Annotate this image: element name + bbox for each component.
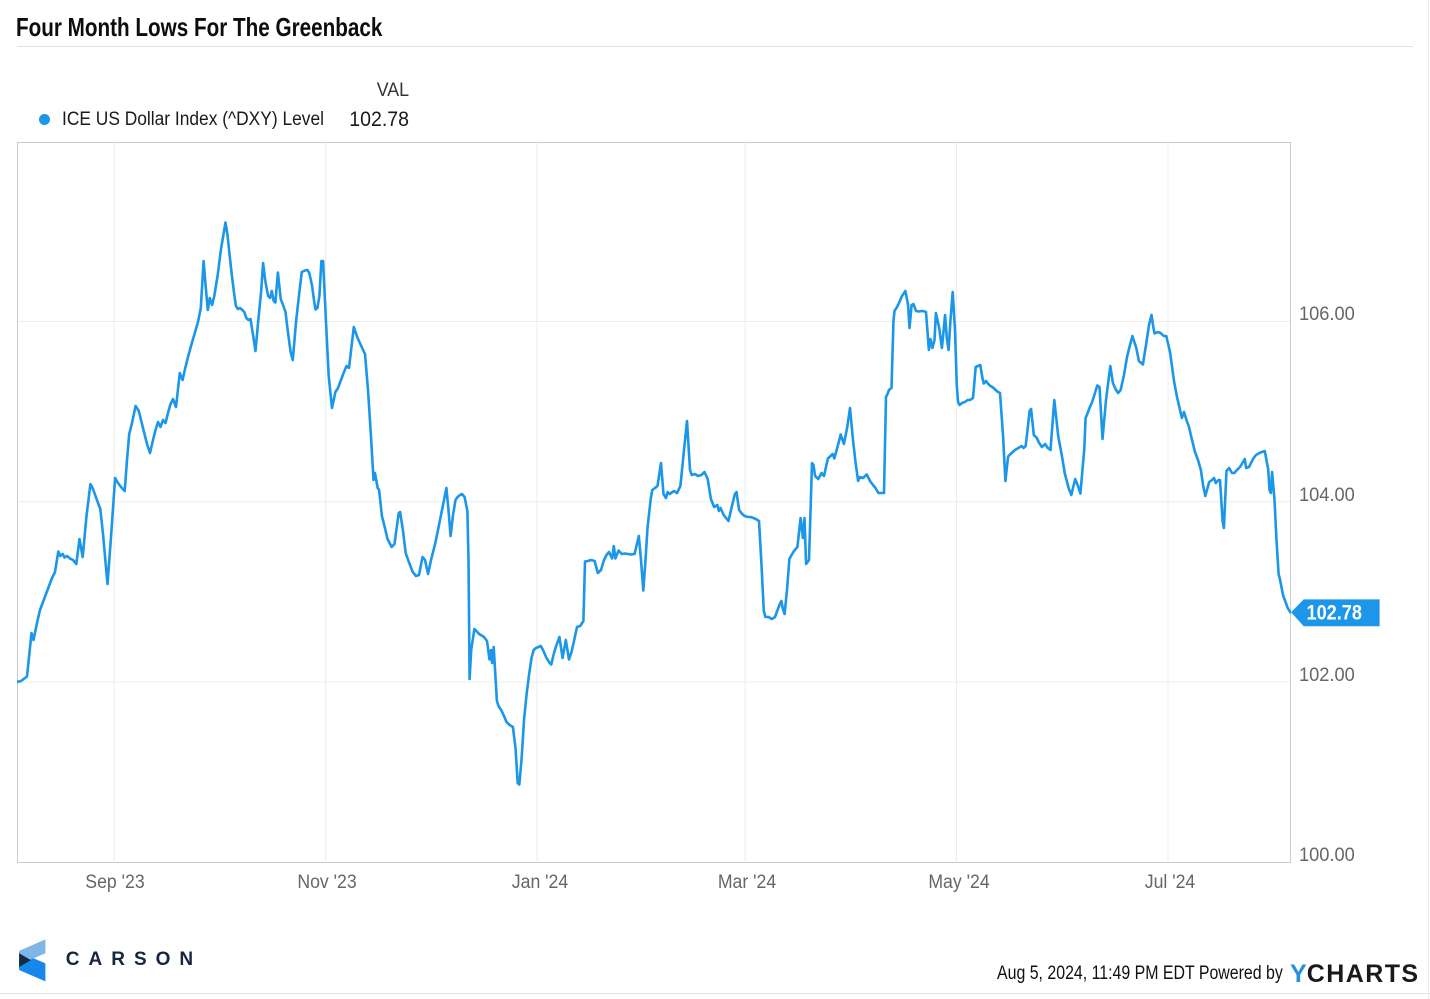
svg-text:102.78: 102.78: [1306, 601, 1361, 625]
